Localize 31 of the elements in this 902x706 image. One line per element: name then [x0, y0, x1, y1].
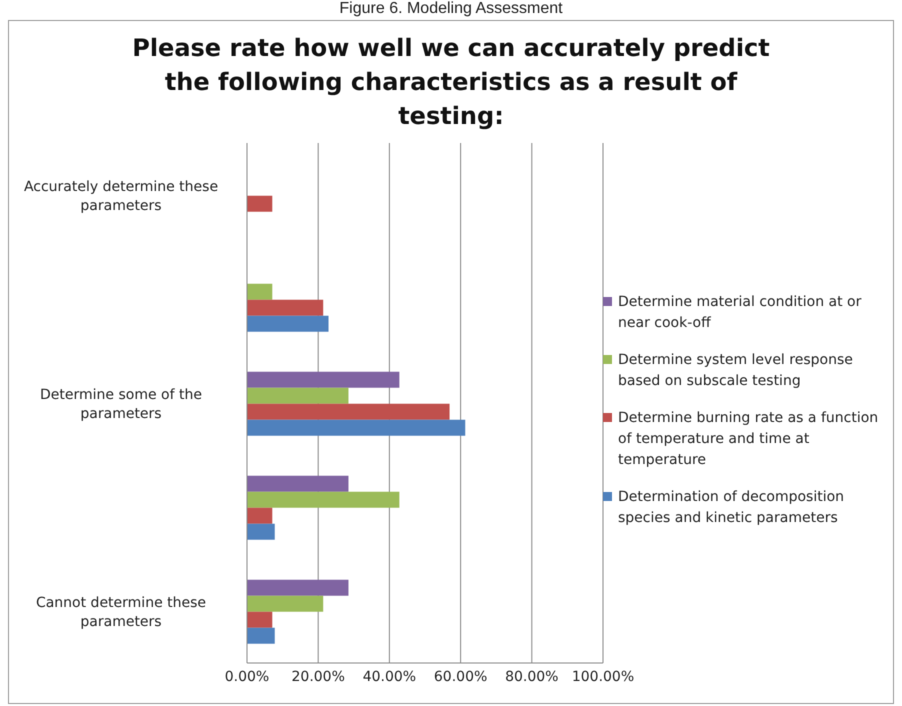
legend-label: Determination of decomposition species and kinetic parameters	[618, 488, 846, 528]
bar	[247, 372, 400, 388]
bar	[247, 596, 324, 612]
bar	[247, 492, 400, 508]
x-tick-label: 40.00%	[362, 668, 416, 685]
bar	[247, 612, 272, 628]
bar	[247, 388, 348, 404]
x-tick-label: 80.00%	[505, 668, 558, 685]
bar	[247, 300, 324, 316]
y-tick-label: Determine some of the parameters	[40, 387, 202, 422]
chart-title: Please rate how well we can accurately predict the following characteristics as a result of testing:	[131, 33, 771, 132]
x-tick-label: 20.00%	[292, 668, 345, 685]
bar	[247, 580, 348, 596]
x-tick-label: 100.00%	[572, 668, 634, 685]
bar	[247, 316, 329, 332]
bar	[247, 196, 272, 212]
legend-label: Determine burning rate as a function of temperature and time at temperature	[618, 408, 880, 470]
x-tick-label: 0.00%	[224, 668, 270, 685]
x-tick-label: 60.00%	[434, 668, 488, 685]
bar	[247, 524, 275, 540]
legend-label: Determine material condition at or near cook-off	[618, 292, 862, 332]
y-tick-label: Accurately determine these parameters	[24, 179, 218, 214]
bar	[247, 284, 272, 300]
legend-label: Determine system level response based on subscale testing	[618, 350, 854, 390]
bar	[247, 476, 348, 492]
y-tick-label: Cannot determine these parameters	[36, 595, 206, 630]
bar	[247, 628, 275, 644]
caption: Figure 6. Modeling Assessment	[338, 0, 564, 17]
bar	[247, 420, 466, 436]
bar	[247, 508, 272, 524]
bar	[247, 404, 450, 420]
